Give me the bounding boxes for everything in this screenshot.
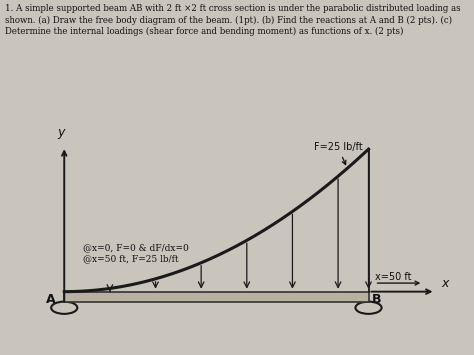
Text: x: x [441,277,449,290]
Text: B: B [372,293,381,306]
Circle shape [356,302,382,314]
Text: @x=50 ft, F=25 lb/ft: @x=50 ft, F=25 lb/ft [82,255,178,264]
Text: A: A [46,293,55,306]
Text: x=50 ft: x=50 ft [374,272,411,282]
Bar [64,292,368,302]
Text: 1. A simple supported beam AB with 2 ft ×2 ft cross section is under the parabol: 1. A simple supported beam AB with 2 ft … [5,4,460,37]
Text: F=25 lb/ft: F=25 lb/ft [314,142,363,165]
Circle shape [51,302,77,314]
Text: @x=0, F=0 & dF/dx=0: @x=0, F=0 & dF/dx=0 [82,243,188,252]
Text: y: y [57,126,65,139]
